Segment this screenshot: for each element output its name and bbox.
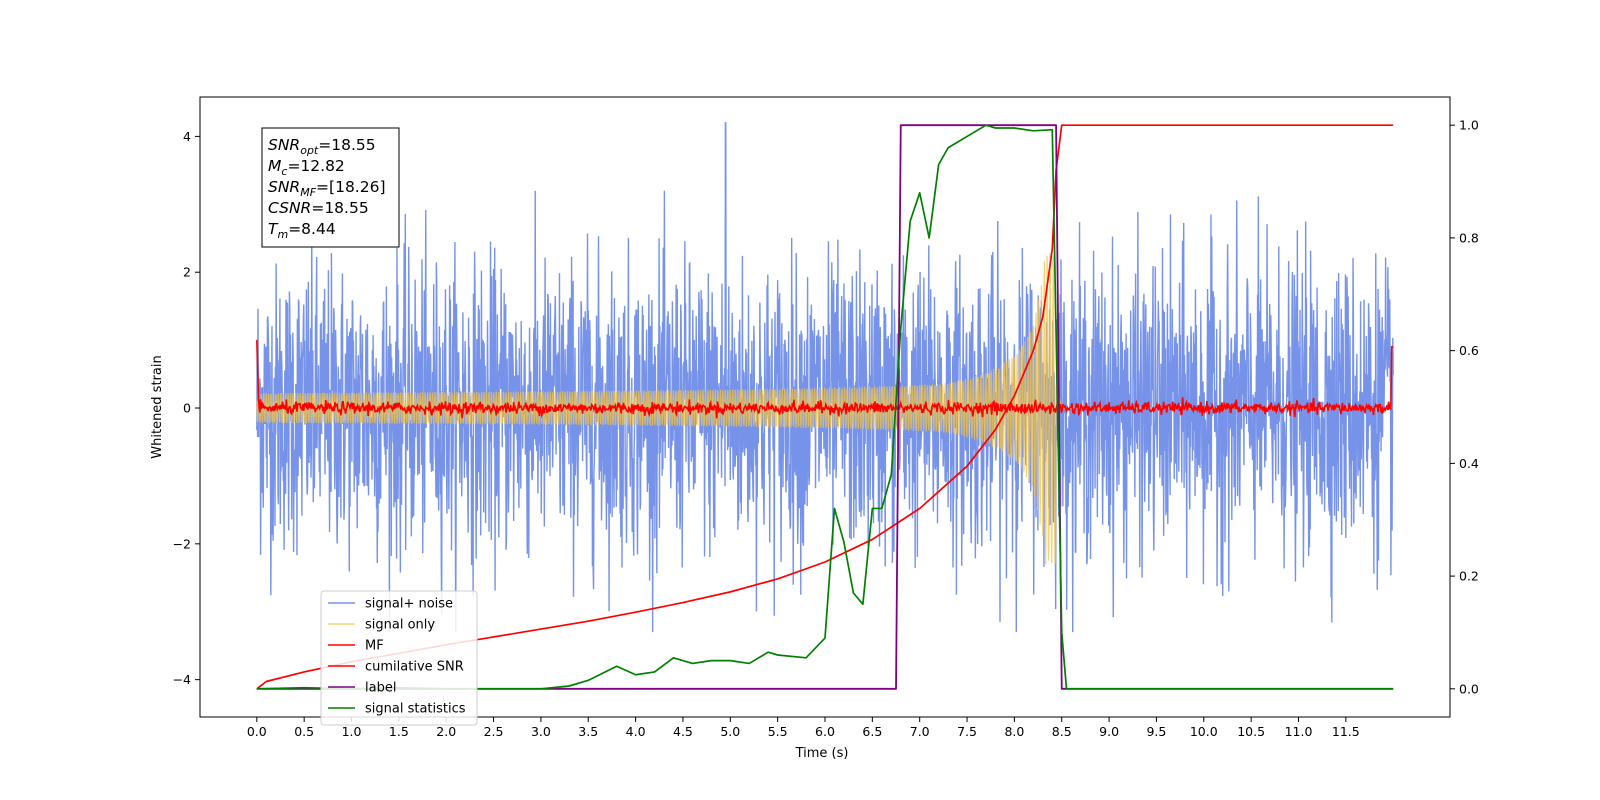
- legend-label: signal+ noise: [365, 597, 453, 612]
- annotation-symbol: M: [268, 157, 281, 175]
- y2-tick-label: 0.4: [1459, 456, 1479, 471]
- annotation-line: SNRMF=[18.26]: [268, 178, 386, 199]
- x-tick-label: 7.0: [910, 724, 930, 739]
- x-tick-label: 10.0: [1190, 724, 1218, 739]
- stats-annotation: SNRopt=18.55Mc=12.82SNRMF=[18.26]CSNR=18…: [261, 127, 400, 248]
- y-tick-label: −2: [173, 536, 191, 551]
- series-signal-statistics-line: [256, 124, 1394, 690]
- annotation-symbol: T: [268, 220, 279, 238]
- x-tick-label: 5.0: [720, 724, 740, 739]
- series-signal-noise-line: [256, 122, 1394, 633]
- annotation-subscript: opt: [300, 144, 319, 157]
- series-mf-line: [256, 340, 1394, 419]
- annotation-line: Tm=8.44: [268, 220, 336, 241]
- annotation-symbol: SNR: [268, 178, 300, 196]
- y-axis-label: Whitened strain: [150, 355, 165, 458]
- x-tick-label: 0.0: [247, 724, 267, 739]
- x-tick-label: 6.0: [815, 724, 835, 739]
- x-tick-label: 2.0: [436, 724, 456, 739]
- x-tick-label: 9.5: [1146, 724, 1166, 739]
- legend-label: cumilative SNR: [365, 660, 464, 675]
- annotation-subscript: c: [281, 165, 287, 178]
- annotation-value: =[18.26]: [316, 178, 385, 196]
- x-tick-label: 7.5: [957, 724, 977, 739]
- annotation-subscript: m: [277, 228, 288, 241]
- x-tick-label: 1.0: [342, 724, 362, 739]
- annotation-value: =8.44: [288, 220, 336, 238]
- x-tick-label: 1.5: [389, 724, 409, 739]
- annotation-value: =18.55: [318, 136, 375, 154]
- y-tick-label: 4: [183, 129, 191, 144]
- x-tick-label: 6.5: [862, 724, 882, 739]
- x-tick-label: 11.5: [1332, 724, 1360, 739]
- x-axis-label: Time (s): [795, 746, 849, 761]
- x-tick-label: 8.0: [1004, 724, 1024, 739]
- series-signal-only-line: [256, 253, 1394, 565]
- annotation-line: SNRopt=18.55: [268, 136, 376, 157]
- annotation-symbol: CSNR: [268, 199, 311, 217]
- x-tick-label: 0.5: [294, 724, 314, 739]
- y2-tick-label: 1.0: [1459, 118, 1479, 133]
- legend-label: label: [365, 681, 396, 696]
- y-tick-label: −4: [173, 672, 191, 687]
- annotation-line: Mc=12.82: [268, 157, 345, 178]
- legend-label: signal only: [365, 618, 435, 633]
- x-tick-label: 3.0: [531, 724, 551, 739]
- y2-tick-label: 0.8: [1459, 230, 1479, 245]
- y2-tick-label: 0.2: [1459, 569, 1479, 584]
- x-tick-label: 8.5: [1052, 724, 1072, 739]
- x-tick-label: 5.5: [768, 724, 788, 739]
- y2-tick-label: 0.0: [1459, 681, 1479, 696]
- y-tick-label: 2: [183, 265, 191, 280]
- annotation-symbol: SNR: [268, 136, 300, 154]
- x-tick-label: 4.5: [673, 724, 693, 739]
- y2-tick-label: 0.6: [1459, 343, 1479, 358]
- legend-box: [320, 590, 478, 726]
- x-tick-label: 2.5: [484, 724, 504, 739]
- x-tick-label: 3.5: [578, 724, 598, 739]
- legend-label: MF: [365, 639, 384, 654]
- annotation-value: =18.55: [311, 199, 368, 217]
- legend: signal+ noise signal only MF cumilative SNR…: [320, 590, 478, 726]
- x-tick-label: 10.5: [1237, 724, 1265, 739]
- y-axis: −4 −2 0 2 4: [173, 129, 200, 687]
- y2-axis: 0.0 0.2 0.4 0.6 0.8 1.0: [1450, 118, 1479, 696]
- x-tick-label: 9.0: [1099, 724, 1119, 739]
- annotation-line: CSNR=18.55: [268, 199, 369, 217]
- x-axis: 0.0 0.5 1.0 1.5 2.0 2.5 3.0 3.5 4.0 4.5 5.0 5.5 6.0 6…: [247, 717, 1360, 739]
- y-tick-label: 0: [183, 401, 191, 416]
- x-tick-label: 11.0: [1285, 724, 1313, 739]
- x-tick-label: 4.0: [626, 724, 646, 739]
- annotation-subscript: MF: [300, 186, 316, 199]
- annotation-value: =12.82: [287, 157, 344, 175]
- annotation-box: [261, 127, 400, 248]
- legend-label: signal statistics: [365, 702, 466, 717]
